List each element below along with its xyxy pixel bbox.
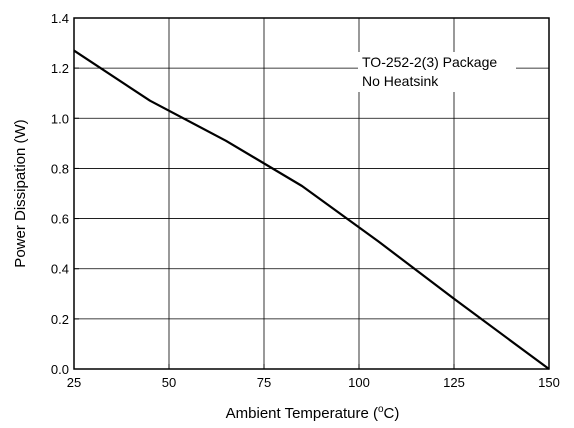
plot-area-frame xyxy=(73,17,550,370)
y-tick-label: 1.0 xyxy=(51,111,69,126)
y-tick-label: 0.0 xyxy=(51,362,69,377)
series-line xyxy=(73,49,550,370)
y-tick-label: 0.2 xyxy=(51,312,69,327)
x-tick-label: 75 xyxy=(257,375,271,390)
annotation-background xyxy=(358,52,516,92)
x-axis-label-suffix: C) xyxy=(384,405,400,422)
annotation-line-package: TO-252-2(3) Package xyxy=(362,54,497,70)
tick-marks xyxy=(73,17,550,370)
package-annotation: TO-252-2(3) Package No Heatsink xyxy=(358,52,516,92)
x-axis-tick-labels: 25 50 75 100 125 150 xyxy=(67,375,560,390)
y-axis-tick-labels: 0.0 0.2 0.4 0.6 0.8 1.0 1.2 1.4 xyxy=(51,11,69,377)
x-tick-label: 150 xyxy=(538,375,560,390)
y-tick-label: 0.6 xyxy=(51,212,69,227)
x-axis-label-prefix: Ambient Temperature ( xyxy=(226,405,378,422)
x-axis-label-degree: o xyxy=(378,404,384,415)
y-tick-label: 1.2 xyxy=(51,61,69,76)
y-tick-label: 1.4 xyxy=(51,11,69,26)
y-axis-label: Power Dissipation (W) xyxy=(12,119,29,267)
y-tick-label: 0.8 xyxy=(51,161,69,176)
x-tick-label: 50 xyxy=(162,375,176,390)
x-axis-label: Ambient Temperature (oC) xyxy=(226,404,400,422)
annotation-line-heatsink: No Heatsink xyxy=(362,73,439,89)
x-tick-label: 125 xyxy=(443,375,465,390)
x-tick-label: 25 xyxy=(67,375,81,390)
series-layer xyxy=(73,49,550,370)
y-tick-label: 0.4 xyxy=(51,262,69,277)
x-tick-label: 100 xyxy=(348,375,370,390)
